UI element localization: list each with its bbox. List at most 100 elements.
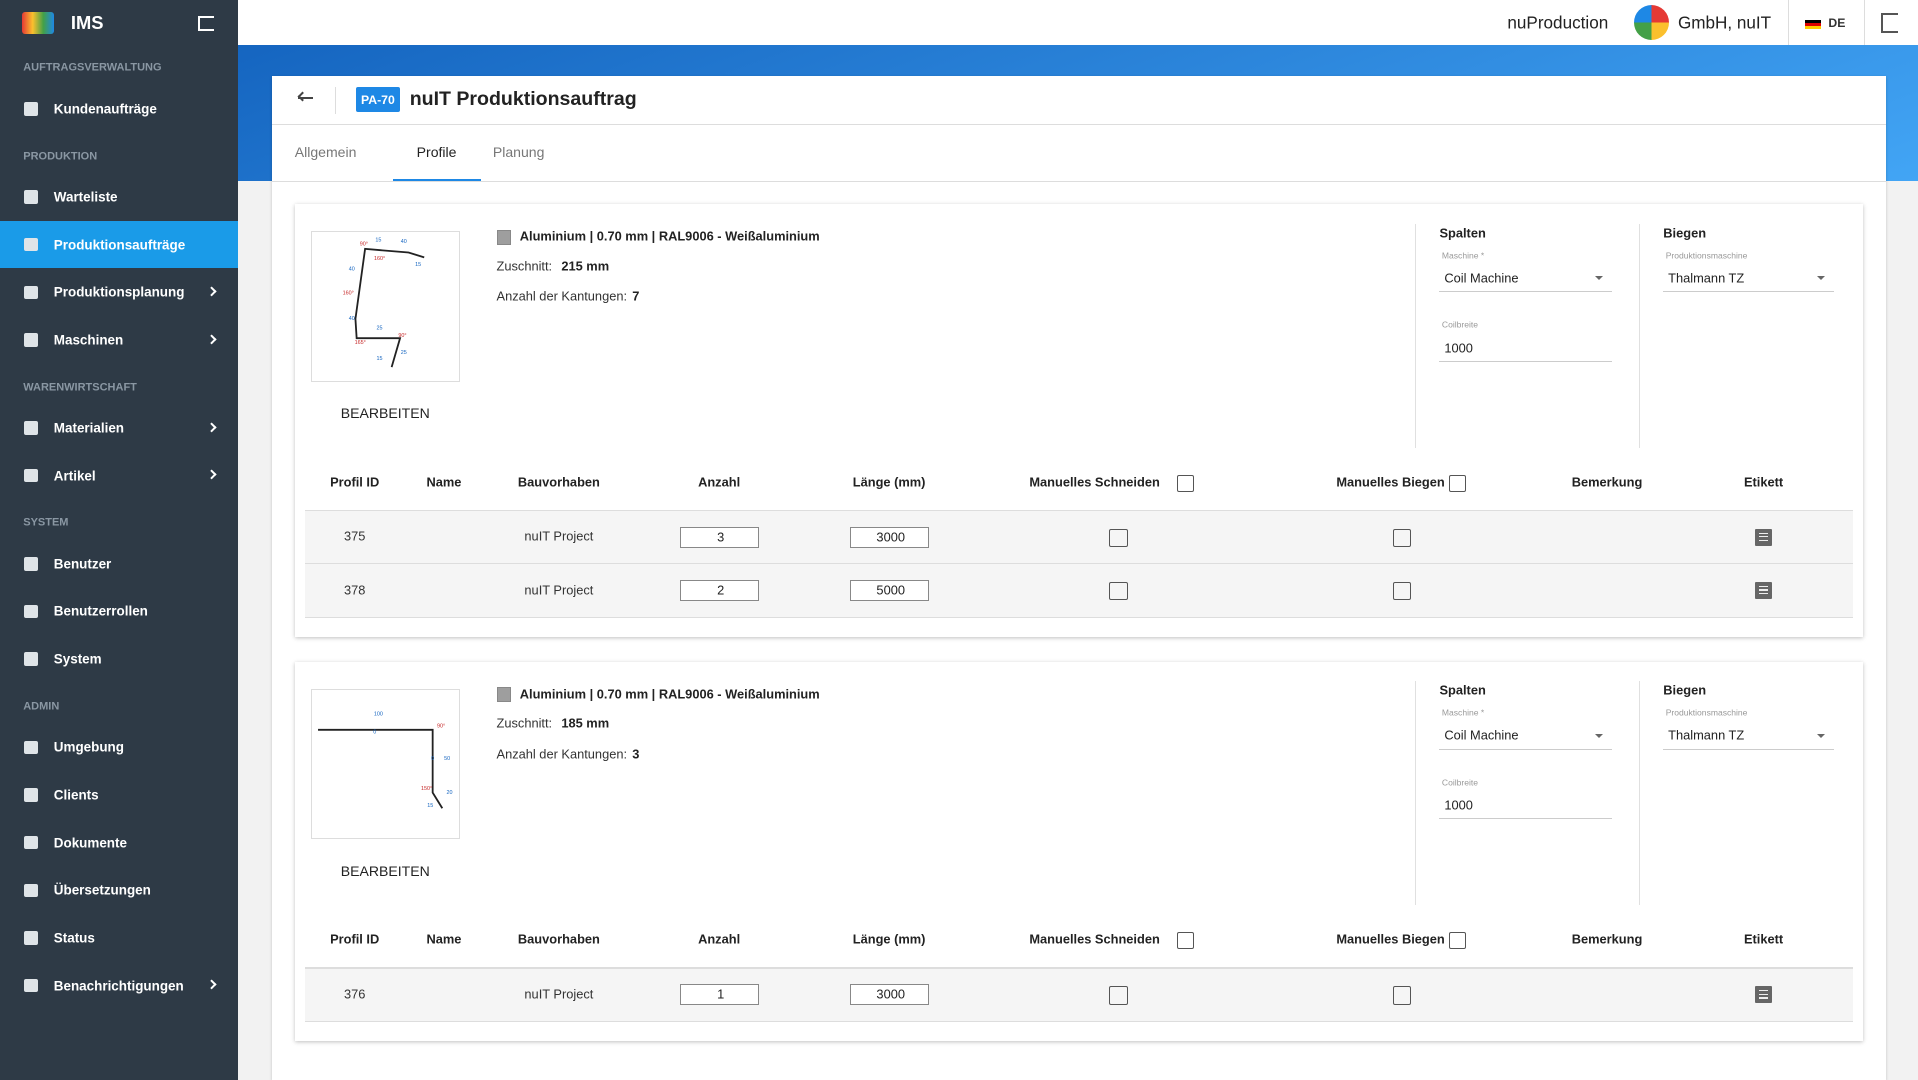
column-header: Name: [426, 932, 462, 948]
table-row: 376 nuIT Project 1 3000: [304, 968, 1853, 1022]
nav-item[interactable]: Produktionsaufträge: [0, 220, 239, 269]
dimension-label: 25: [400, 350, 406, 356]
column-header: Manuelles Schneiden: [1029, 474, 1160, 490]
number-input[interactable]: 3: [679, 527, 760, 548]
profile-drawing: 100 0 90° 50 0 150° 20 15: [310, 688, 460, 839]
nav-label: Übersetzungen: [53, 882, 151, 898]
back-button[interactable]: [297, 90, 318, 110]
nav-item[interactable]: System: [0, 635, 238, 683]
edit-button[interactable]: BEARBEITEN: [340, 862, 430, 879]
chevron: [206, 334, 217, 345]
profil-id: 376: [343, 986, 366, 1002]
number-input[interactable]: 3000: [849, 527, 930, 548]
checkbox[interactable]: [1449, 474, 1467, 492]
nav-item[interactable]: Benutzerrollen: [0, 588, 238, 636]
nav-icon: [24, 421, 38, 435]
number-input[interactable]: 3000: [849, 984, 930, 1006]
column-header: Bemerkung: [1571, 474, 1643, 490]
nav-icon: [24, 788, 38, 802]
section-title: Biegen: [1663, 225, 1707, 241]
nav-item[interactable]: Warteliste: [0, 173, 238, 221]
dimension-label: 50: [444, 756, 450, 762]
checkbox[interactable]: [1392, 582, 1412, 601]
number-input[interactable]: 2: [679, 580, 760, 602]
column-header: Manuelles Biegen: [1336, 474, 1445, 490]
column-header: Länge (mm): [852, 474, 926, 490]
profile-shape: 90° 15 40 160° 15 40 160° 40 25 90° 165° 15 25: [342, 238, 425, 368]
checkbox[interactable]: [1392, 986, 1412, 1005]
checkbox[interactable]: [1109, 582, 1128, 601]
order-panel: PA-70 nuIT Produktionsauftrag Allgemein Pro…: [271, 75, 1886, 1080]
checkbox[interactable]: [1109, 528, 1128, 548]
machine-select[interactable]: Thalmann TZ: [1663, 268, 1835, 293]
dropdown-arrow: [1594, 276, 1603, 281]
nav-label: Produktionsplanung: [53, 284, 185, 300]
dimension-label: 90°: [437, 723, 445, 729]
divider: [1788, 0, 1790, 46]
dropdown-arrow: [1594, 733, 1603, 738]
order-title: nuIT Produktionsauftrag: [409, 88, 637, 111]
nav-item[interactable]: Maschinen: [0, 316, 238, 364]
language[interactable]: DE: [1828, 16, 1846, 31]
number-input[interactable]: 5000: [849, 580, 930, 602]
column-header: Anzahl: [698, 932, 741, 948]
nav-icon: [24, 835, 38, 850]
nav-item[interactable]: Produktionsplanung: [0, 268, 238, 316]
nav-item[interactable]: Status: [0, 914, 238, 962]
avatar: [1633, 4, 1670, 41]
machine-select[interactable]: Thalmann TZ: [1663, 725, 1835, 750]
nav-section: ADMIN: [23, 700, 60, 713]
nav-item[interactable]: Kundenaufträge: [0, 85, 238, 133]
company-name: GmbH, nuIT: [1677, 13, 1772, 33]
field-label: Anzahl der Kantungen:: [496, 288, 628, 304]
nav-icon: [24, 237, 38, 252]
checkbox[interactable]: [1109, 986, 1128, 1005]
zuschnitt: 215 mm: [561, 258, 610, 274]
tab-label: Planung: [492, 143, 545, 160]
select-value: Coil Machine: [1444, 270, 1519, 286]
coil-input[interactable]: 1000: [1439, 795, 1612, 820]
input-value: 5000: [876, 582, 905, 598]
section-title: Biegen: [1663, 682, 1707, 698]
nav-label: Produktionsaufträge: [53, 236, 186, 252]
machine-select[interactable]: Coil Machine: [1439, 268, 1612, 293]
divider: [1863, 0, 1866, 46]
nav-item[interactable]: Clients: [0, 771, 238, 819]
number-input[interactable]: 1: [679, 984, 760, 1006]
nav-item[interactable]: Materialien: [0, 404, 238, 452]
nav-item[interactable]: Dokumente: [0, 819, 238, 867]
tab[interactable]: Profile: [392, 125, 481, 181]
column-header: Etikett: [1743, 474, 1784, 490]
label-line: [1758, 585, 1769, 587]
checkbox[interactable]: [1449, 931, 1467, 950]
nav-item[interactable]: Umgebung: [0, 723, 238, 771]
dimension-label: 100: [373, 711, 382, 717]
dimension-label: 40: [400, 239, 406, 245]
label-button[interactable]: [1754, 986, 1773, 1004]
checkbox[interactable]: [1176, 474, 1194, 492]
nav-item[interactable]: Benachrichtigungen: [0, 962, 238, 1010]
coil-input[interactable]: 1000: [1439, 338, 1612, 362]
nav-label: Benutzerrollen: [53, 603, 148, 619]
input-value: 3000: [876, 529, 905, 545]
column-header: Profil ID: [330, 474, 380, 490]
logout-button[interactable]: [1880, 13, 1899, 33]
material: Aluminium | 0.70 mm | RAL9006 - Weißalum…: [519, 686, 820, 702]
collapse-button[interactable]: [198, 15, 215, 31]
checkbox[interactable]: [1176, 931, 1194, 950]
chevron: [206, 422, 217, 433]
edit-button[interactable]: BEARBEITEN: [340, 405, 430, 422]
nav-item[interactable]: Artikel: [0, 452, 238, 500]
field-label: Coilbreite: [1441, 320, 1479, 330]
nav-item[interactable]: Benutzer: [0, 540, 238, 588]
zuschnitt: 185 mm: [561, 715, 610, 731]
sidebar: IMS AUFTRAGSVERWALTUNG Kundenaufträge PRODU…: [0, 0, 239, 1080]
tab[interactable]: Allgemein: [283, 125, 371, 181]
nav-item[interactable]: Übersetzungen: [0, 866, 238, 914]
label-button[interactable]: [1754, 582, 1773, 600]
label-button[interactable]: [1754, 528, 1773, 547]
machine-select[interactable]: Coil Machine: [1439, 725, 1612, 750]
tab[interactable]: Planung: [481, 125, 567, 181]
logo: [22, 12, 54, 35]
checkbox[interactable]: [1392, 528, 1412, 548]
